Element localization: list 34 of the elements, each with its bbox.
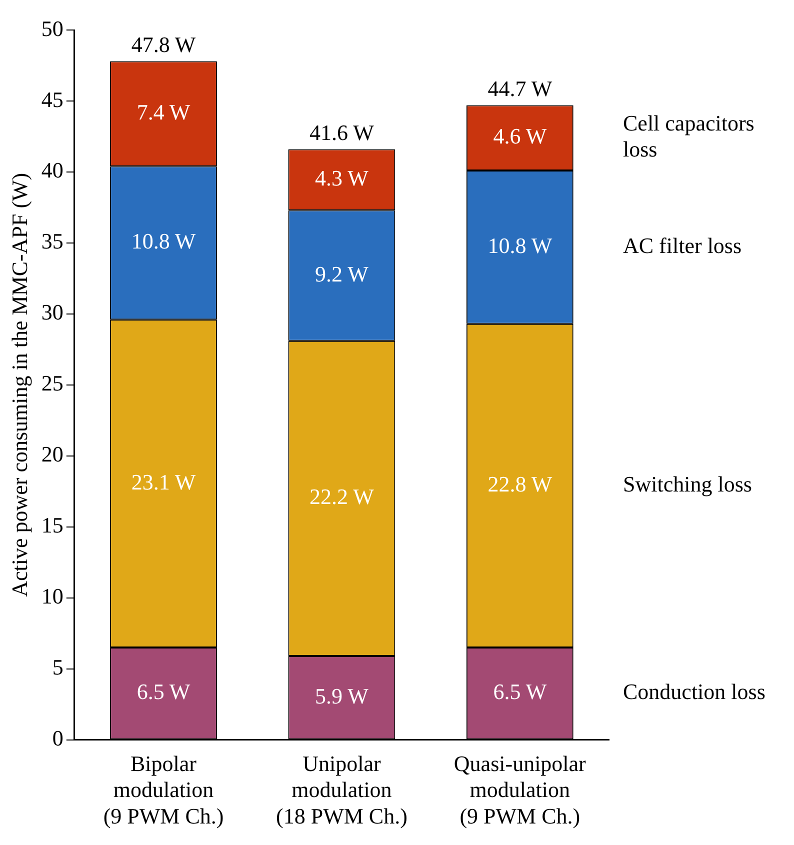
y-tick-label: 0 [52,726,64,751]
y-tick-label: 25 [41,370,64,396]
x-tick-label: Quasi-unipolar modulation (9 PWM Ch.) [454,750,587,829]
text: Conduction loss [623,679,766,704]
y-axis-title: Active power consuming in the MMC-APF (W) [6,172,32,597]
y-tick-label: 20 [41,442,64,467]
data-label: 23.1 W [131,469,196,494]
y-tick-label: 15 [41,512,64,538]
data-label: 7.4 W [136,100,190,125]
y-tick-label: 30 [41,300,64,325]
data-label: 5.9 W [315,683,369,708]
data-label: 6.5 W [493,679,547,704]
total-label: 44.7 W [488,76,552,102]
data-label: 9.2 W [315,261,369,286]
text: AC filter loss [623,232,742,258]
y-tick-label: 40 [41,158,64,183]
y-tick-label: 50 [41,16,64,41]
y-tick-label: 45 [41,86,64,112]
data-label: 22.8 W [488,471,552,496]
x-tick-label: Unipolar modulation (18 PWM Ch.) [276,750,408,829]
text: Switching loss [623,471,752,496]
data-label: 4.6 W [493,124,547,149]
y-tick-label: 5 [52,654,64,680]
y-tick-label: 35 [41,228,64,254]
text: Cell capacitors loss [623,110,754,162]
total-label: 47.8 W [131,32,196,58]
x-tick-label: Bipolar modulation (9 PWM Ch.) [103,750,224,829]
data-label: 10.8 W [131,228,196,254]
y-tick-label: 10 [41,584,64,609]
data-label: 10.8 W [488,232,552,258]
data-label: 22.2 W [310,484,374,510]
total-label: 41.6 W [310,120,374,146]
data-label: 6.5 W [136,679,190,704]
data-label: 4.3 W [315,166,369,191]
